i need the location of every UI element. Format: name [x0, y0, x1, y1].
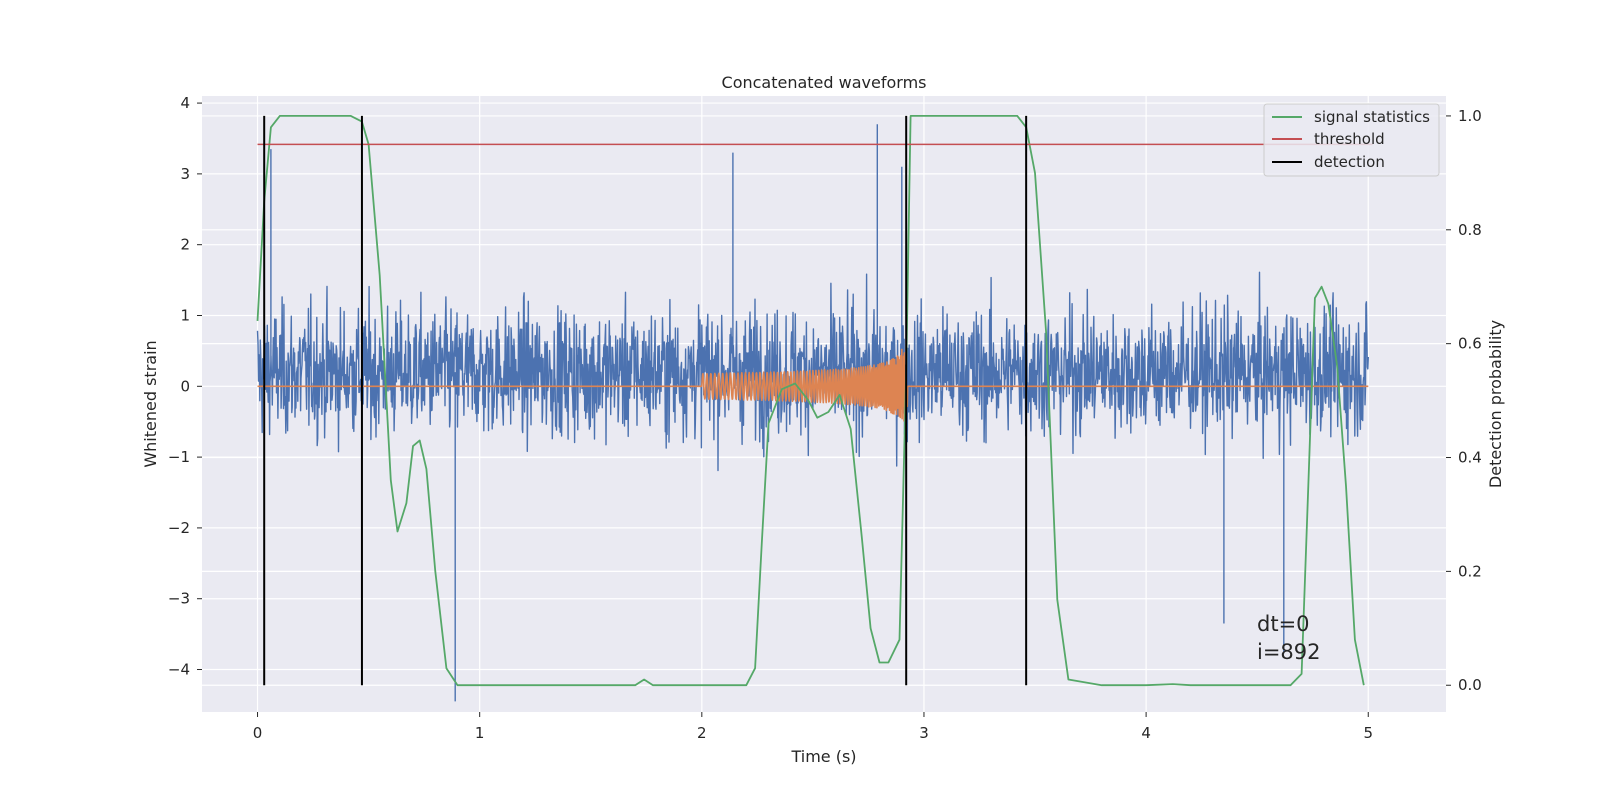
signal-line [257, 348, 1369, 422]
y2-tick-label: 0.0 [1458, 676, 1482, 694]
ticks: 0 1 2 3 4 5 −4 −3 −2 −1 0 1 2 3 4 0.0 0.2 0.4 0.6 0.8 1.0 [168, 94, 1482, 742]
x-tick-label: 2 [697, 724, 707, 742]
x-axis-label: Time (s) [790, 747, 856, 766]
y-tick-label: 4 [180, 94, 190, 112]
y2-axis-label: Detection probability [1486, 320, 1505, 488]
y2-tick-label: 0.6 [1458, 335, 1482, 353]
y-tick-label: 2 [180, 236, 190, 254]
chart-title: Concatenated waveforms [722, 73, 927, 92]
legend-label-detection: detection [1314, 153, 1385, 171]
x-tick-label: 3 [919, 724, 929, 742]
signal-statistics-line [256, 115, 1365, 687]
x-tick-label: 4 [1141, 724, 1151, 742]
legend-label-signal-statistics: signal statistics [1314, 108, 1430, 126]
legend-box [1263, 103, 1440, 177]
y-tick-label: −1 [168, 448, 190, 466]
plot-background [202, 96, 1446, 712]
plot-area [256, 115, 1373, 702]
legend: signal statistics threshold detection [1263, 103, 1440, 177]
y2-tick-label: 0.8 [1458, 221, 1482, 239]
y-tick-label: −4 [168, 661, 190, 679]
y-tick-label: 3 [180, 165, 190, 183]
legend-label-threshold: threshold [1314, 130, 1385, 148]
y2-tick-label: 0.4 [1458, 449, 1482, 467]
y-tick-label: −3 [168, 590, 190, 608]
annotation-i: i=892 [1257, 640, 1321, 664]
y-tick-label: 1 [180, 306, 190, 324]
x-tick-label: 0 [253, 724, 263, 742]
y-tick-label: −2 [168, 519, 190, 537]
y2-tick-label: 0.2 [1458, 562, 1482, 580]
annotation-dt: dt=0 [1257, 612, 1310, 636]
y2-tick-label: 1.0 [1458, 107, 1482, 125]
y-axis-label: Whitened strain [141, 340, 160, 467]
x-tick-label: 5 [1363, 724, 1373, 742]
x-tick-label: 1 [475, 724, 485, 742]
y-tick-label: 0 [180, 377, 190, 395]
